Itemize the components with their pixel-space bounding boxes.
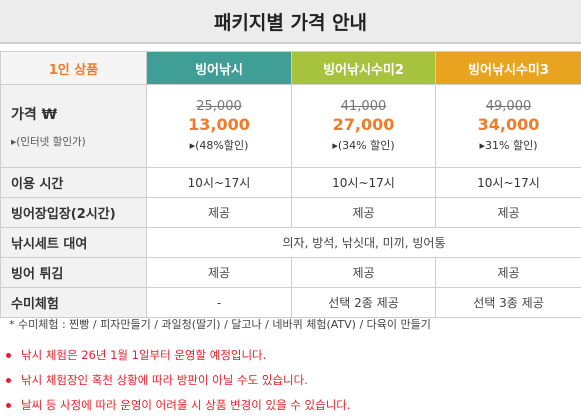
price-row: 가격 ₩ ▸(인터넷 할인가) 25,000 13,000 ▸(48%할인) 4… — [0, 84, 581, 168]
row-label: 빙어 튀김 — [0, 257, 147, 288]
notice-item: 날씨 등 사정에 따라 운영이 어려울 시 상품 변경이 있을 수 있습니다. — [6, 393, 351, 418]
discount-rate: ▸(48%할인) — [189, 139, 249, 152]
header-bingeo-sumi2: 빙어낚시수미2 — [291, 51, 436, 85]
table-cell: 제공 — [146, 257, 292, 288]
price-cell: 25,000 13,000 ▸(48%할인) — [146, 84, 292, 168]
table-cell: 10시~17시 — [146, 167, 292, 198]
table-cell: 제공 — [146, 197, 292, 228]
experience-footnote: * 수미체험 : 찐빵 / 피자만들기 / 과일청(딸기) / 달고나 / 네바… — [9, 318, 431, 331]
usage-time-row: 이용 시간 10시~17시 10시~17시 10시~17시 — [0, 167, 581, 198]
row-label: 빙어장입장(2시간) — [0, 197, 147, 228]
price-table: 1인 상품 빙어낚시 빙어낚시수미2 빙어낚시수미3 가격 ₩ ▸(인터넷 할인… — [0, 51, 581, 318]
notice-text: 낚시 체험장인 혹천 상황에 따라 방판이 아닐 수도 있습니다. — [21, 373, 308, 387]
table-cell: 제공 — [291, 257, 436, 288]
notice-text: 날씨 등 사정에 따라 운영이 어려울 시 상품 변경이 있을 수 있습니다. — [21, 398, 351, 412]
notice-text: 낚시 체험은 26년 1월 1일부터 운영할 예정입니다. — [21, 348, 267, 362]
price-label-cell: 가격 ₩ ▸(인터넷 할인가) — [0, 84, 147, 168]
experience-row: 수미체험 - 선택 2종 제공 선택 3종 제공 — [0, 287, 581, 318]
bullet-icon — [6, 378, 11, 383]
row-label: 이용 시간 — [0, 167, 147, 198]
header-bingeo: 빙어낚시 — [146, 51, 292, 85]
bullet-icon — [6, 353, 11, 358]
table-cell: - — [146, 287, 292, 318]
table-cell: 의자, 방석, 낚싯대, 미끼, 빙어통 — [146, 227, 581, 258]
table-cell: 선택 3종 제공 — [435, 287, 581, 318]
rental-row: 낚시세트 대여 의자, 방석, 낚싯대, 미끼, 빙어통 — [0, 227, 581, 258]
notice-item: 낚시 체험은 26년 1월 1일부터 운영할 예정입니다. — [6, 343, 351, 368]
notice-item: 낚시 체험장인 혹천 상황에 따라 방판이 아닐 수도 있습니다. — [6, 368, 351, 393]
table-cell: 10시~17시 — [291, 167, 436, 198]
table-cell: 선택 2종 제공 — [291, 287, 436, 318]
table-header-row: 1인 상품 빙어낚시 빙어낚시수미2 빙어낚시수미3 — [0, 51, 581, 85]
notice-list: 낚시 체험은 26년 1월 1일부터 운영할 예정입니다. 낚시 체험장인 혹천… — [6, 343, 351, 418]
header-bingeo-sumi3: 빙어낚시수미3 — [435, 51, 581, 85]
sale-price: 34,000 — [477, 115, 540, 134]
row-label: 수미체험 — [0, 287, 147, 318]
original-price: 25,000 — [196, 99, 242, 114]
fry-row: 빙어 튀김 제공 제공 제공 — [0, 257, 581, 288]
discount-rate: ▸(34% 할인) — [332, 139, 395, 152]
original-price: 49,000 — [485, 99, 532, 114]
bullet-icon — [6, 403, 11, 408]
table-cell: 제공 — [435, 197, 581, 228]
table-cell: 10시~17시 — [435, 167, 581, 198]
discount-rate: ▸31% 할인) — [479, 139, 538, 152]
table-cell: 제공 — [291, 197, 436, 228]
price-sublabel: ▸(인터넷 할인가) — [11, 135, 86, 148]
header-corner: 1인 상품 — [0, 51, 147, 85]
price-label: 가격 ₩ — [11, 106, 58, 123]
page-title: 패키지별 가격 안내 — [0, 0, 581, 44]
row-label: 낚시세트 대여 — [0, 227, 147, 258]
sale-price: 13,000 — [188, 115, 250, 134]
sale-price: 27,000 — [332, 115, 395, 134]
table-cell: 제공 — [435, 257, 581, 288]
original-price: 41,000 — [340, 99, 387, 114]
entry-row: 빙어장입장(2시간) 제공 제공 제공 — [0, 197, 581, 228]
price-cell: 49,000 34,000 ▸31% 할인) — [435, 84, 581, 168]
price-cell: 41,000 27,000 ▸(34% 할인) — [291, 84, 436, 168]
